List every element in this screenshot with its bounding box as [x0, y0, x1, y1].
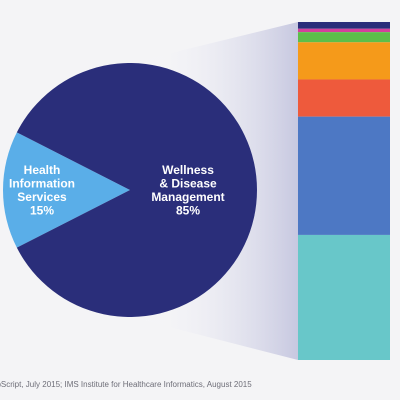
- slice-label-line: Management: [151, 190, 224, 204]
- slice-label: Health Information Services 15%: [9, 163, 75, 218]
- slice-label-line: & Disease: [159, 177, 217, 191]
- pie-slice: [2, 132, 130, 248]
- stacked-bar: [298, 22, 390, 360]
- pie-slice: [16, 63, 258, 317]
- slice-label-line: Services: [17, 190, 67, 204]
- bar-segment: [298, 42, 390, 80]
- bar-segment: [298, 116, 390, 235]
- slice-label-line: Wellness: [162, 163, 214, 177]
- source-footnote: opScript, July 2015; IMS Institute for H…: [0, 380, 252, 389]
- bar-segment: [298, 32, 390, 43]
- slice-label-line: Health: [24, 163, 61, 177]
- bar-segment: [298, 22, 390, 29]
- slice-label-line: Information: [9, 177, 75, 191]
- slice-labels: Health Information Services 15% Wellness & Di…: [9, 163, 225, 218]
- slice-label-line: 85%: [176, 204, 200, 218]
- pie: [2, 63, 258, 317]
- slice-label: Wellness & Disease Management 85%: [151, 163, 224, 218]
- slice-label-line: 15%: [30, 204, 54, 218]
- bar-segment: [298, 234, 390, 360]
- bar-segment: [298, 79, 390, 117]
- bar-segment: [298, 28, 390, 33]
